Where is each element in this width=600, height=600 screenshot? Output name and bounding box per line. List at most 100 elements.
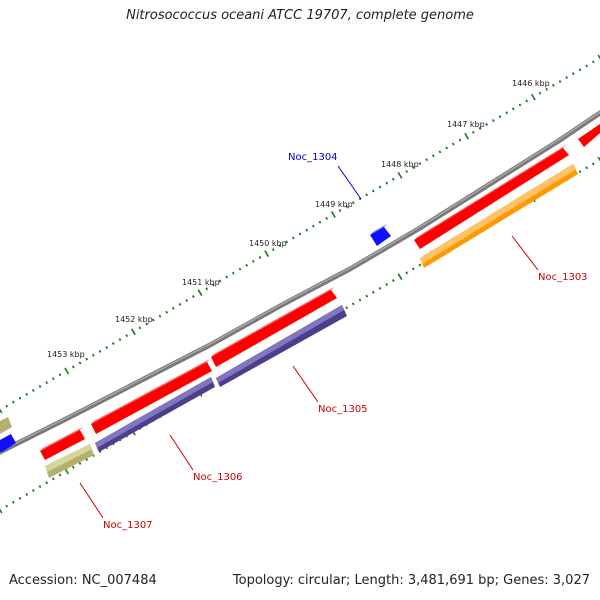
outer-ring-tick	[471, 130, 475, 134]
outer-ring-tick	[345, 205, 349, 209]
gene-label-noc-1306[interactable]: Noc_1306	[193, 472, 243, 483]
scale-label-1453: 1453 kbp	[47, 350, 85, 359]
gene-blue-partial-left[interactable]	[0, 434, 16, 452]
gene-olive-partial-left[interactable]	[0, 417, 12, 434]
outer-ring-tick	[451, 142, 455, 146]
gene-label-noc-1304[interactable]: Noc_1304	[288, 152, 338, 163]
inner-ring-tick	[378, 286, 382, 290]
outer-ring-tick	[538, 91, 542, 95]
inner-ring-tick	[411, 267, 415, 271]
outer-ring-tick	[425, 158, 429, 162]
outer-ring-tick	[118, 338, 122, 342]
gene-noc-1303[interactable]	[414, 145, 569, 249]
scale-label-1451: 1451 kbp	[182, 278, 220, 287]
outer-ring-tick	[85, 357, 89, 361]
outer-ring-tick	[225, 275, 229, 279]
scale-label-1446: 1446 kbp	[512, 79, 550, 88]
inner-ring-tick	[397, 273, 403, 281]
inner-ring-tick	[78, 461, 82, 465]
outer-ring-tick	[197, 289, 203, 297]
inner-ring-tick	[345, 306, 349, 310]
gene-noc-1303-partial-next[interactable]	[578, 124, 600, 147]
leader-noc-1304	[337, 165, 362, 200]
gene-noc-1304[interactable]	[370, 224, 391, 246]
inner-ring-tick	[0, 508, 3, 514]
outer-ring-tick	[165, 310, 169, 314]
outer-tick-ring	[0, 54, 600, 414]
inner-ring-tick	[385, 282, 389, 286]
inner-ring-tick	[351, 302, 355, 306]
inner-ring-tick	[51, 477, 55, 481]
inner-ring-tick	[45, 481, 49, 485]
outer-ring-tick	[71, 365, 75, 369]
outer-ring-tick	[530, 93, 536, 101]
gene-purple-1305[interactable]	[216, 305, 347, 387]
outer-ring-tick	[178, 302, 182, 306]
outer-ring-tick	[271, 248, 275, 252]
inner-ring-tick	[418, 263, 422, 267]
outer-ring-tick	[585, 64, 589, 68]
gene-label-noc-1303[interactable]: Noc_1303	[538, 272, 588, 283]
outer-ring-tick	[371, 189, 375, 193]
outer-ring-tick	[125, 334, 129, 338]
outer-ring-tick	[597, 54, 600, 60]
outer-ring-tick	[205, 287, 209, 291]
outer-ring-tick	[438, 150, 442, 154]
gene-purple-1306[interactable]	[95, 377, 215, 452]
scale-label-1447: 1447 kbp	[447, 120, 485, 129]
outer-ring-tick	[111, 342, 115, 345]
outer-ring-tick	[330, 211, 336, 218]
outer-ring-tick	[385, 181, 389, 185]
outer-ring-tick	[311, 224, 315, 228]
genome-summary-text: Topology: circular; Length: 3,481,691 bp…	[232, 573, 590, 588]
leader-noc-1303	[511, 235, 539, 271]
outer-ring-tick	[558, 79, 562, 83]
scale-label-1448: 1448 kbp	[381, 160, 419, 169]
outer-ring-tick	[325, 216, 329, 220]
map-title: Nitrosococcus oceani ATCC 19707, complet…	[126, 8, 474, 23]
outer-ring-tick	[0, 408, 3, 414]
outer-ring-tick	[391, 177, 395, 181]
outer-ring-tick	[498, 115, 502, 119]
outer-ring-tick	[291, 236, 295, 240]
outer-ring-tick	[571, 72, 575, 76]
gene-label-noc-1307[interactable]: Noc_1307	[103, 520, 153, 531]
inner-ring-tick	[58, 473, 62, 477]
gene-orange-1303[interactable]	[420, 164, 578, 268]
inner-ring-tick	[38, 485, 42, 489]
outer-ring-tick	[185, 299, 189, 302]
outer-ring-tick	[218, 279, 222, 283]
outer-ring-tick	[298, 232, 302, 236]
outer-ring-tick	[51, 377, 55, 381]
outer-ring-tick	[130, 328, 136, 336]
outer-ring-tick	[278, 244, 282, 248]
outer-ring-tick	[318, 220, 322, 224]
outer-ring-tick	[458, 138, 462, 142]
outer-ring-tick	[231, 271, 235, 275]
outer-ring-tick	[251, 259, 255, 263]
scale-label-1449: 1449 kbp	[315, 200, 353, 209]
outer-ring-tick	[511, 107, 515, 111]
inner-ring-tick	[31, 489, 35, 493]
outer-ring-tick	[64, 367, 70, 375]
outer-ring-tick	[264, 250, 270, 257]
outer-ring-tick	[78, 361, 82, 365]
outer-ring-tick	[405, 169, 409, 173]
outer-ring-tick	[5, 404, 9, 408]
inner-ring-tick	[71, 465, 75, 469]
inner-ring-tick	[25, 492, 29, 496]
inner-ring-tick	[11, 500, 15, 504]
gene-noc-1307[interactable]	[40, 427, 85, 460]
gene-label-noc-1305[interactable]: Noc_1305	[318, 404, 368, 415]
outer-ring-tick	[171, 306, 175, 310]
outer-ring-tick	[191, 295, 195, 299]
outer-ring-tick	[478, 126, 482, 130]
inner-ring-tick	[5, 504, 9, 508]
outer-ring-tick	[25, 392, 29, 396]
leader-noc-1305	[292, 365, 319, 403]
gene-olive-1307[interactable]	[45, 444, 94, 478]
gene-noc-1306[interactable]	[91, 359, 212, 434]
gene-noc-1305[interactable]	[211, 287, 337, 367]
